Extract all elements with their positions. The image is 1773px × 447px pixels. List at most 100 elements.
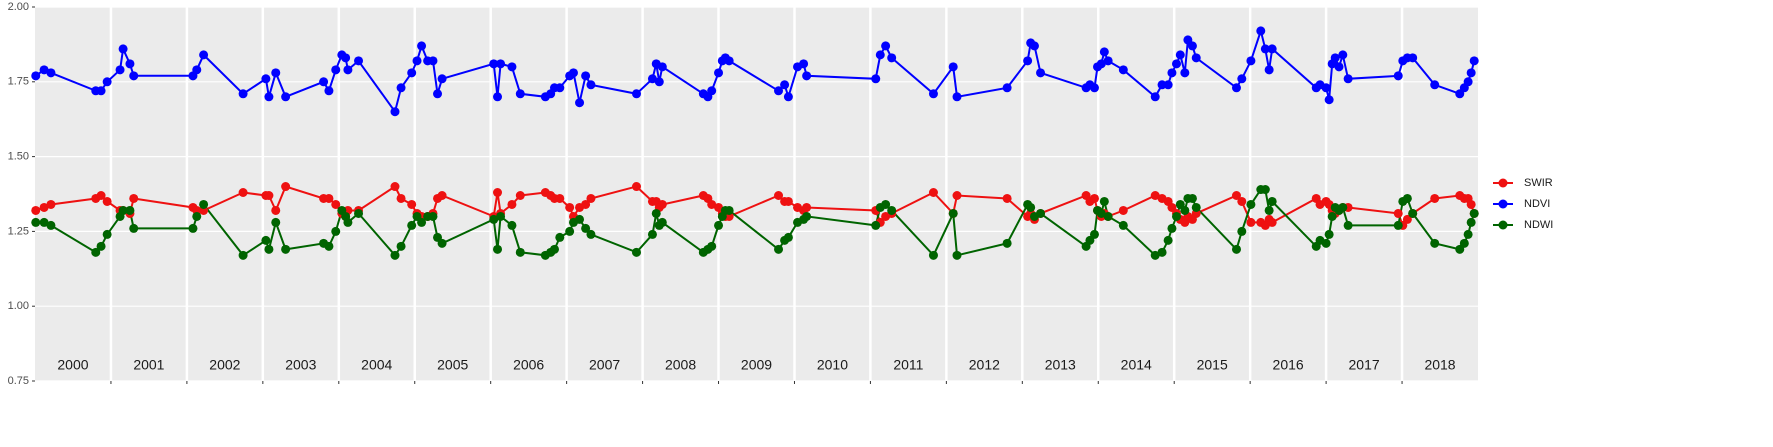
point: [1002, 238, 1012, 248]
point: [331, 199, 341, 209]
point: [281, 182, 291, 192]
point: [261, 74, 271, 84]
point: [188, 223, 198, 233]
point: [783, 196, 793, 206]
point: [887, 53, 897, 63]
year-label: 2001: [133, 357, 164, 373]
year-label: 2006: [513, 357, 544, 373]
point: [1256, 26, 1266, 36]
point: [1026, 202, 1036, 212]
point: [568, 68, 578, 78]
point: [1324, 95, 1334, 105]
year-label: 2007: [589, 357, 620, 373]
y-tick-label: 1.00: [8, 300, 29, 312]
point: [586, 229, 596, 239]
legend-swatch: [1498, 199, 1508, 209]
y-tick-label: 1.25: [8, 225, 29, 237]
point: [115, 65, 125, 75]
point: [417, 41, 427, 51]
point: [1463, 77, 1473, 87]
point: [707, 241, 717, 251]
point: [354, 208, 364, 218]
legend-swatch: [1498, 220, 1508, 230]
point: [331, 65, 341, 75]
point: [1002, 193, 1012, 203]
point: [1459, 238, 1469, 248]
point: [707, 86, 717, 96]
point: [433, 89, 443, 99]
point: [1237, 196, 1247, 206]
year-label: 2013: [1045, 357, 1076, 373]
point: [129, 193, 139, 203]
year-label: 2016: [1273, 357, 1304, 373]
point: [125, 59, 135, 69]
year-label: 2017: [1349, 357, 1380, 373]
point: [1408, 208, 1418, 218]
year-label: 2012: [969, 357, 1000, 373]
point: [1393, 71, 1403, 81]
point: [1466, 217, 1476, 227]
point: [1343, 220, 1353, 230]
point: [102, 229, 112, 239]
point: [238, 89, 248, 99]
point: [1118, 65, 1128, 75]
point: [1343, 74, 1353, 84]
point: [948, 208, 958, 218]
year-label: 2004: [361, 357, 392, 373]
point: [575, 214, 585, 224]
point: [1267, 217, 1277, 227]
point: [343, 217, 353, 227]
point: [881, 41, 891, 51]
point: [489, 214, 499, 224]
point: [1231, 244, 1241, 254]
point: [1171, 211, 1181, 221]
year-label: 2015: [1197, 357, 1228, 373]
point: [1036, 68, 1046, 78]
point: [118, 205, 128, 215]
point: [1260, 185, 1270, 195]
point: [1089, 229, 1099, 239]
point: [324, 241, 334, 251]
point: [1231, 83, 1241, 93]
point: [390, 107, 400, 117]
point: [1231, 190, 1241, 200]
point: [928, 89, 938, 99]
year-label: 2000: [57, 357, 88, 373]
point: [1099, 47, 1109, 57]
point: [1089, 193, 1099, 203]
point: [774, 86, 784, 96]
point: [1327, 211, 1337, 221]
point: [192, 65, 202, 75]
point: [1469, 208, 1479, 218]
point: [46, 68, 56, 78]
point: [1324, 229, 1334, 239]
point: [238, 250, 248, 260]
point: [928, 250, 938, 260]
legend-label: SWIR: [1524, 177, 1553, 189]
point: [1180, 205, 1190, 215]
point: [1089, 83, 1099, 93]
point: [1187, 193, 1197, 203]
point: [1267, 44, 1277, 54]
point: [632, 247, 642, 257]
year-label: 2010: [817, 357, 848, 373]
point: [1402, 214, 1412, 224]
point: [39, 202, 49, 212]
point: [586, 193, 596, 203]
point: [1430, 193, 1440, 203]
point: [783, 232, 793, 242]
legend-label: NDWI: [1524, 219, 1553, 231]
point: [417, 217, 427, 227]
point: [555, 232, 565, 242]
point: [714, 220, 724, 230]
point: [774, 244, 784, 254]
point: [707, 199, 717, 209]
point: [724, 205, 734, 215]
point: [437, 74, 447, 84]
point: [1402, 193, 1412, 203]
point: [271, 217, 281, 227]
point: [1171, 59, 1181, 69]
point: [952, 92, 962, 102]
point: [780, 80, 790, 90]
legend-label: NDVI: [1524, 198, 1550, 210]
